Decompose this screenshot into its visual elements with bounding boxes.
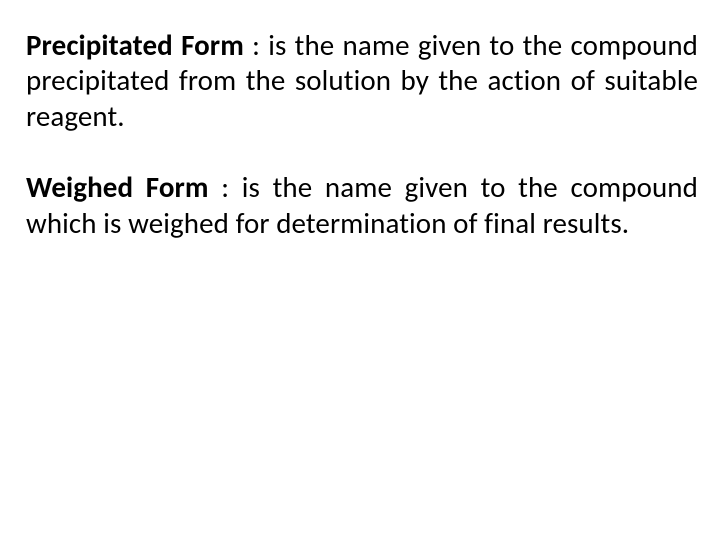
definition-precipitated-form: Precipitated Form : is the name given to… — [26, 28, 698, 134]
definition-weighed-form: Weighed Form : is the name given to the … — [26, 170, 698, 241]
slide: Precipitated Form : is the name given to… — [0, 0, 720, 540]
term-precipitated-form: Precipitated Form — [26, 27, 244, 63]
term-weighed-form: Weighed Form — [26, 169, 209, 205]
